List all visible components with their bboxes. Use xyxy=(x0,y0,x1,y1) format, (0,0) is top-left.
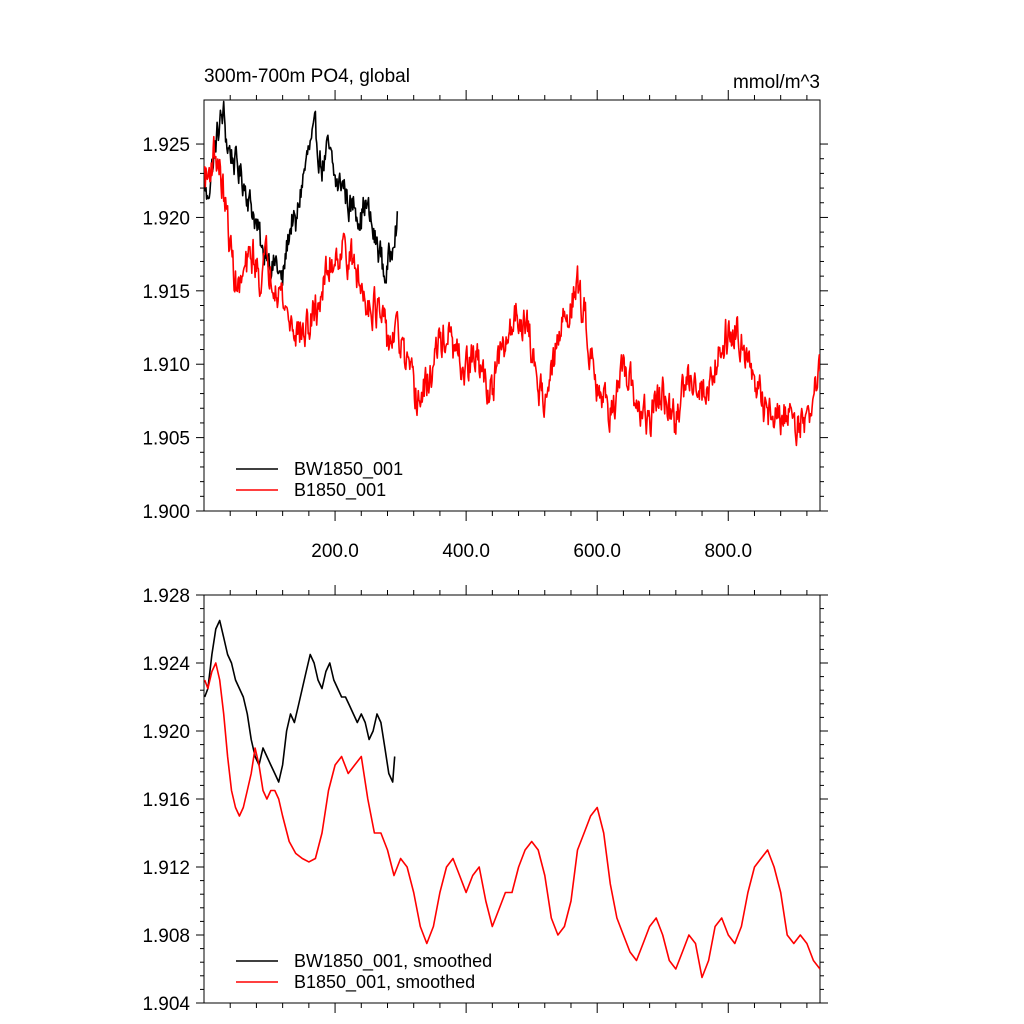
y-tick-label: 1.915 xyxy=(142,282,190,303)
series-line-1 xyxy=(204,100,399,287)
y-tick-label: 1.925 xyxy=(142,135,190,156)
series-line-1 xyxy=(204,619,396,783)
x-tick-label: 600.0 xyxy=(573,541,621,562)
chart-title: 300m-700m PO4, global xyxy=(204,66,410,87)
series-line-2 xyxy=(204,662,820,979)
x-tick-label: 400.0 xyxy=(442,541,490,562)
y-tick-label: 1.900 xyxy=(142,502,190,523)
y-tick-label: 1.904 xyxy=(142,994,190,1015)
y-tick-label: 1.920 xyxy=(142,208,190,229)
x-tick-label: 200.0 xyxy=(311,541,359,562)
y-tick-label: 1.924 xyxy=(142,654,190,675)
y-tick-label: 1.912 xyxy=(142,858,190,879)
y-tick-label: 1.928 xyxy=(142,586,190,607)
bottom-panel: 1.904 1.908 1.912 1.916 1.920 1.924 1.928 BW185… xyxy=(142,585,828,1015)
plot-frame xyxy=(203,594,821,1004)
y-tick-label: 1.908 xyxy=(142,926,190,947)
legend-label-1: BW1850_001 xyxy=(294,459,403,480)
y-tick-label: 1.905 xyxy=(142,429,190,450)
units-label: mmol/m^3 xyxy=(733,72,820,93)
top-panel: 1.900 1.905 1.910 1.915 1.920 1.925 200.0 400.0… xyxy=(142,66,828,562)
legend-label-1: BW1850_001, smoothed xyxy=(294,951,492,972)
legend-label-2: B1850_001, smoothed xyxy=(294,972,475,993)
y-tick-label: 1.910 xyxy=(142,355,190,376)
legend-label-2: B1850_001 xyxy=(294,480,386,501)
x-tick-label: 800.0 xyxy=(704,541,752,562)
y-tick-label: 1.920 xyxy=(142,722,190,743)
y-tick-label: 1.916 xyxy=(142,790,190,811)
plot-frame xyxy=(203,99,821,512)
series-line-2 xyxy=(204,135,820,447)
